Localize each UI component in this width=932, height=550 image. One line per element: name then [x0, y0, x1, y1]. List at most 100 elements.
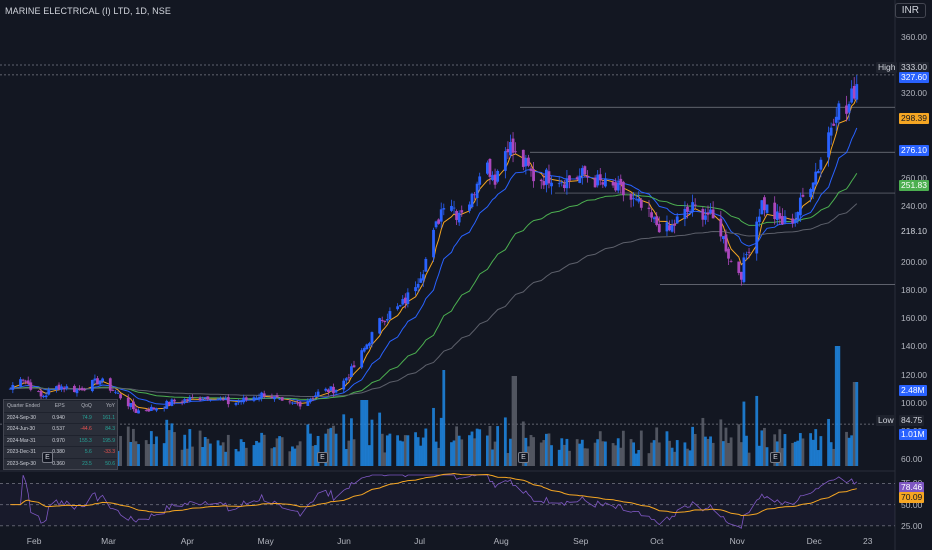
- volume-bar: [129, 441, 133, 466]
- earnings-qoq: 23.5: [82, 460, 92, 467]
- candle-body: [778, 213, 782, 219]
- candle-body: [414, 287, 417, 292]
- candle-body: [452, 207, 456, 209]
- volume-bar: [131, 428, 135, 466]
- candle-body: [144, 410, 148, 411]
- volume-bar: [342, 414, 346, 466]
- volume-bar: [370, 419, 374, 466]
- volume-bar: [198, 430, 202, 466]
- candle-body: [568, 175, 571, 181]
- time-tick-label: Jun: [337, 536, 351, 546]
- volume-bar: [275, 438, 279, 466]
- volume-bar: [670, 447, 674, 466]
- volume-bar: [385, 435, 389, 466]
- volume-bar: [704, 436, 707, 466]
- earnings-yoy: 161.1: [102, 414, 115, 421]
- candle-body: [557, 183, 561, 185]
- volume-bar: [452, 440, 456, 466]
- volume-bar: [745, 435, 748, 466]
- price-tick-label: 140.00: [901, 341, 927, 352]
- volume-bar: [575, 439, 579, 466]
- volume-bar: [683, 442, 687, 466]
- volume-bar: [596, 439, 600, 466]
- earnings-quarter: 2023-Sep-30: [7, 460, 36, 467]
- currency-button[interactable]: INR: [894, 3, 926, 18]
- volume-bar: [383, 452, 387, 466]
- candle-body: [237, 401, 240, 403]
- candle-body: [442, 208, 446, 210]
- candle-body: [724, 234, 728, 252]
- candle-body: [332, 386, 335, 394]
- candle-body: [621, 181, 625, 196]
- volume-bar: [637, 449, 641, 466]
- volume-bar: [478, 429, 482, 466]
- candle-body: [344, 378, 348, 381]
- candle-body: [473, 194, 476, 196]
- candle-body: [837, 103, 841, 120]
- candle-body: [352, 365, 356, 368]
- candle-body: [42, 396, 46, 398]
- candle-body: [634, 198, 638, 200]
- earnings-marker[interactable]: E: [317, 452, 328, 463]
- volume-bar: [416, 437, 420, 466]
- candle-body: [544, 169, 548, 185]
- volume-bar: [188, 429, 192, 466]
- candle-body: [527, 157, 530, 166]
- volume-bar: [201, 447, 205, 466]
- chart-title: MARINE ELECTRICAL (I) LTD, 1D, NSE: [5, 6, 171, 16]
- earnings-marker[interactable]: E: [42, 452, 53, 463]
- candle-body: [221, 399, 225, 401]
- volume-bar: [503, 417, 507, 466]
- volume-bar: [778, 429, 782, 466]
- ema3-tag: 251.83: [899, 180, 929, 191]
- earnings-marker[interactable]: E: [518, 452, 529, 463]
- candle-body: [134, 408, 138, 413]
- volume-bar: [255, 440, 258, 466]
- candle-body: [560, 182, 564, 183]
- volume-bar: [237, 451, 240, 466]
- earnings-qoq: 155.3: [79, 437, 92, 444]
- candle-body: [137, 410, 140, 414]
- earnings-marker[interactable]: E: [770, 452, 781, 463]
- volume-bar: [488, 425, 492, 466]
- candle-body: [108, 378, 112, 391]
- earnings-row: 2024-Sep-30 0.940 74.9 161.1: [4, 411, 117, 424]
- candle-body: [47, 390, 51, 395]
- candle-body: [693, 204, 697, 206]
- volume-bar: [583, 448, 587, 466]
- candle-body: [468, 204, 471, 211]
- candle-body: [421, 274, 425, 281]
- volume-bar: [316, 435, 320, 466]
- price-tick-label: 100.00: [901, 397, 927, 408]
- volume-bar: [524, 437, 528, 466]
- volume-bar: [557, 449, 561, 466]
- candle-body: [206, 396, 210, 400]
- volume-bar: [234, 449, 238, 466]
- candle-body: [793, 219, 797, 224]
- candle-body: [701, 209, 705, 220]
- time-tick-label: Sep: [573, 536, 589, 546]
- earnings-row: 2023-Sep-30 0.360 23.5 50.6: [4, 457, 117, 470]
- ema-slow-line: [10, 173, 858, 400]
- time-tick-label: Oct: [650, 536, 664, 546]
- earnings-header-qoq: QoQ: [81, 403, 92, 410]
- earnings-quarter: 2024-Sep-30: [7, 414, 36, 421]
- candle-body: [252, 397, 256, 401]
- volume-bar: [834, 346, 838, 466]
- rsi-band: [0, 483, 895, 526]
- candle-body: [270, 396, 274, 399]
- volume-bar: [421, 437, 425, 466]
- candle-body: [711, 209, 715, 219]
- earnings-qoq: -44.6: [80, 426, 92, 433]
- volume-bar: [847, 437, 851, 466]
- volume-bar: [668, 440, 671, 466]
- volume-bar: [634, 453, 638, 466]
- candle-body: [691, 202, 695, 212]
- volume-bar: [760, 430, 764, 466]
- candle-body: [704, 215, 707, 220]
- candle-body: [367, 343, 371, 346]
- candle-body: [816, 171, 820, 174]
- candle-body: [75, 389, 79, 394]
- price-tick-label: 200.00: [901, 256, 927, 267]
